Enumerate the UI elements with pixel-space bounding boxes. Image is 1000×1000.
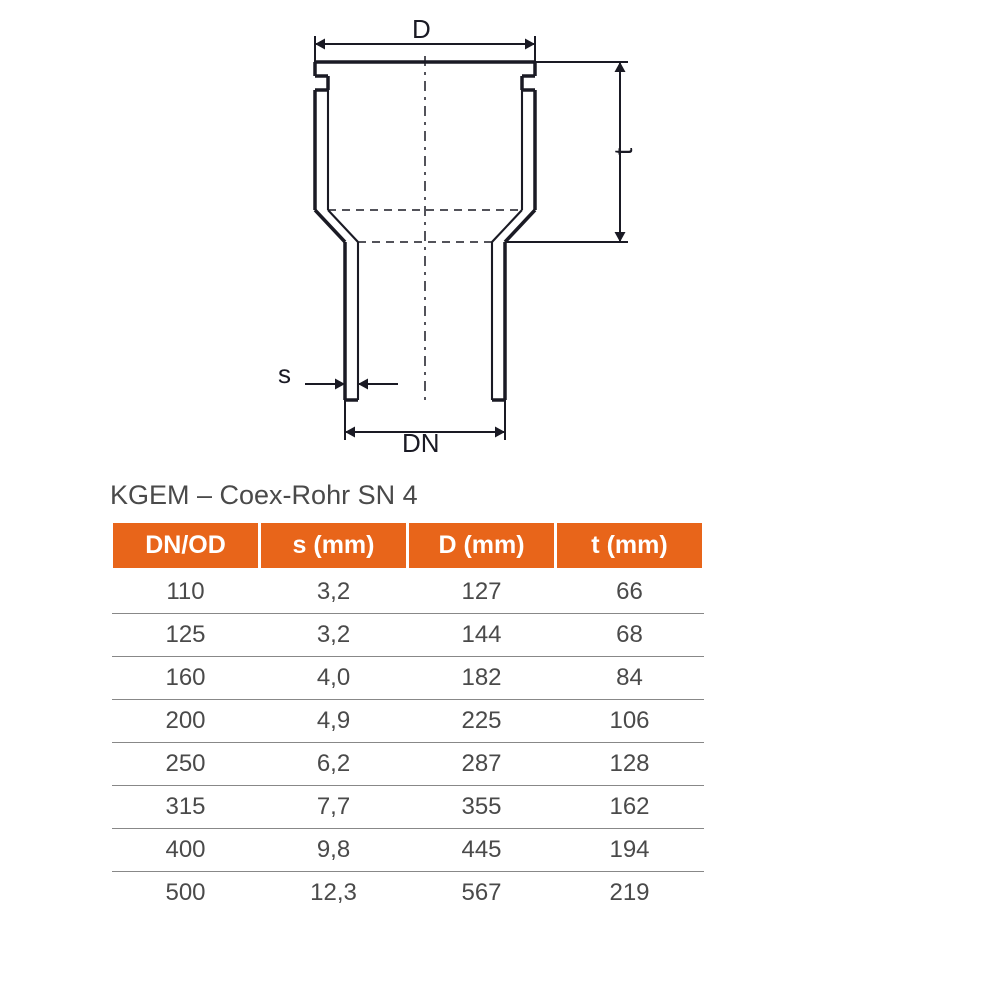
table-cell: 500 [112, 872, 260, 915]
table-cell: 3,2 [260, 614, 408, 657]
table-cell: 4,0 [260, 657, 408, 700]
table-cell: 160 [112, 657, 260, 700]
svg-text:t: t [608, 147, 638, 155]
table-row: 3157,7355162 [112, 786, 704, 829]
col-header: DN/OD [112, 522, 260, 570]
table-cell: 110 [112, 570, 260, 614]
table-cell: 567 [408, 872, 556, 915]
table-row: 1604,018284 [112, 657, 704, 700]
col-header: s (mm) [260, 522, 408, 570]
table-cell: 400 [112, 829, 260, 872]
table-cell: 125 [112, 614, 260, 657]
table-cell: 106 [556, 700, 704, 743]
table-cell: 4,9 [260, 700, 408, 743]
spec-table: DN/ODs (mm)D (mm)t (mm) 1103,2127661253,… [110, 520, 705, 914]
table-title: KGEM – Coex-Rohr SN 4 [110, 480, 418, 511]
table-row: 2506,2287128 [112, 743, 704, 786]
table-cell: 12,3 [260, 872, 408, 915]
table-cell: 7,7 [260, 786, 408, 829]
table-cell: 162 [556, 786, 704, 829]
table-row: 1103,212766 [112, 570, 704, 614]
table-cell: 315 [112, 786, 260, 829]
pipe-diagram: Dt DN s [180, 20, 740, 460]
table-cell: 68 [556, 614, 704, 657]
table-cell: 3,2 [260, 570, 408, 614]
table-cell: 84 [556, 657, 704, 700]
table-cell: 225 [408, 700, 556, 743]
table-cell: 6,2 [260, 743, 408, 786]
table-row: 1253,214468 [112, 614, 704, 657]
table-cell: 219 [556, 872, 704, 915]
table-cell: 445 [408, 829, 556, 872]
table-cell: 250 [112, 743, 260, 786]
table-cell: 287 [408, 743, 556, 786]
svg-text:D: D [412, 20, 431, 44]
table-row: 50012,3567219 [112, 872, 704, 915]
table-row: 4009,8445194 [112, 829, 704, 872]
table-cell: 9,8 [260, 829, 408, 872]
col-header: D (mm) [408, 522, 556, 570]
table-cell: 182 [408, 657, 556, 700]
table-cell: 127 [408, 570, 556, 614]
table-cell: 66 [556, 570, 704, 614]
table-cell: 128 [556, 743, 704, 786]
table-cell: 194 [556, 829, 704, 872]
svg-text:s: s [278, 359, 291, 389]
table-cell: 144 [408, 614, 556, 657]
col-header: t (mm) [556, 522, 704, 570]
table-cell: 200 [112, 700, 260, 743]
svg-text:DN: DN [402, 428, 440, 458]
table-row: 2004,9225106 [112, 700, 704, 743]
table-cell: 355 [408, 786, 556, 829]
